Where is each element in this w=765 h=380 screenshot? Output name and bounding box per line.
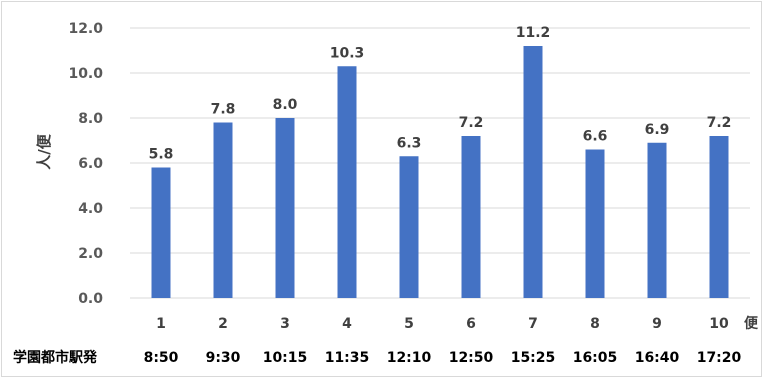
bar bbox=[647, 142, 667, 298]
x-tick-label: 9 bbox=[652, 316, 662, 332]
y-axis-title: 人/便 bbox=[35, 133, 53, 169]
data-label: 10.3 bbox=[330, 45, 365, 61]
departure-time-label: 15:25 bbox=[511, 350, 556, 366]
bar bbox=[461, 136, 481, 298]
x-tick-label: 3 bbox=[280, 316, 290, 332]
x-tick-label: 4 bbox=[342, 316, 352, 332]
y-axis-ticks: 0.0 2.0 4.0 6.0 8.0 10.0 12.0 bbox=[68, 21, 103, 307]
bar bbox=[399, 156, 419, 298]
y-tick-label: 12.0 bbox=[68, 21, 103, 37]
y-tick-label: 2.0 bbox=[78, 246, 103, 262]
departure-times-row: 8:50 9:30 10:15 11:35 12:10 12:50 15:25 16:05 16… bbox=[144, 350, 742, 366]
data-labels: 5.8 7.8 8.0 10.3 6.3 7.2 11.2 6.6 6.9 7.2 bbox=[149, 25, 732, 163]
x-tick-label: 7 bbox=[528, 316, 538, 332]
departure-row-label: 学園都市駅発 bbox=[13, 349, 98, 366]
bars bbox=[151, 46, 729, 298]
departure-time-label: 11:35 bbox=[325, 350, 370, 366]
x-tick-label: 10 bbox=[709, 316, 729, 332]
data-label: 8.0 bbox=[273, 97, 298, 113]
departure-time-label: 16:05 bbox=[573, 350, 618, 366]
bar bbox=[337, 66, 357, 298]
data-label: 7.8 bbox=[211, 102, 236, 118]
bar bbox=[523, 46, 543, 298]
x-axis-unit-label: 便 bbox=[744, 315, 759, 332]
bar bbox=[585, 149, 605, 298]
data-label: 6.3 bbox=[397, 135, 422, 151]
y-tick-label: 4.0 bbox=[78, 201, 103, 217]
data-label: 6.6 bbox=[583, 129, 608, 145]
data-label: 7.2 bbox=[707, 115, 732, 131]
departure-time-label: 16:40 bbox=[635, 350, 680, 366]
y-tick-label: 6.0 bbox=[78, 156, 103, 172]
grid-lines bbox=[130, 27, 750, 299]
departure-time-label: 12:10 bbox=[387, 350, 432, 366]
y-tick-label: 0.0 bbox=[78, 291, 103, 307]
departure-time-label: 17:20 bbox=[697, 350, 742, 366]
x-axis-categories: 1 2 3 4 5 6 7 8 9 10 bbox=[156, 316, 729, 332]
departure-time-label: 12:50 bbox=[449, 350, 494, 366]
departure-time-label: 8:50 bbox=[144, 350, 179, 366]
bar bbox=[213, 122, 233, 298]
y-tick-label: 10.0 bbox=[68, 66, 103, 82]
x-tick-label: 8 bbox=[590, 316, 600, 332]
data-label: 7.2 bbox=[459, 115, 484, 131]
bar bbox=[151, 167, 171, 298]
departure-time-label: 10:15 bbox=[263, 350, 308, 366]
x-tick-label: 2 bbox=[218, 316, 228, 332]
data-label: 6.9 bbox=[645, 122, 670, 138]
x-tick-label: 1 bbox=[156, 316, 166, 332]
departure-time-label: 9:30 bbox=[206, 350, 241, 366]
x-tick-label: 6 bbox=[466, 316, 476, 332]
data-label: 5.8 bbox=[149, 147, 174, 163]
y-tick-label: 8.0 bbox=[78, 111, 103, 127]
data-label: 11.2 bbox=[516, 25, 551, 41]
bar bbox=[709, 136, 729, 298]
bar bbox=[275, 118, 295, 298]
x-tick-label: 5 bbox=[404, 316, 414, 332]
